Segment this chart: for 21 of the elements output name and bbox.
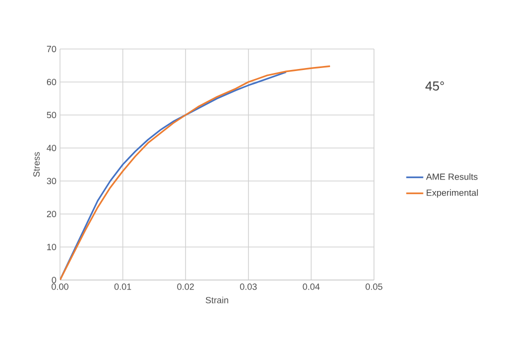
legend-label: Experimental (426, 189, 478, 198)
y-tick-label: 40 (46, 144, 56, 152)
x-tick-label: 0.04 (302, 284, 320, 290)
x-tick-label: 0.01 (114, 284, 132, 290)
line-series (60, 65, 331, 280)
y-tick-label: 10 (47, 244, 56, 250)
y-tick-label: 0 (52, 276, 56, 284)
x-axis-title: Strain (206, 296, 228, 304)
y-tick-label: 50 (46, 112, 56, 118)
x-tick-label: 0.03 (240, 284, 257, 290)
x-tick-label: 0.02 (177, 284, 194, 290)
y-tick-label: 30 (46, 178, 56, 184)
line-series (60, 71, 287, 280)
y-tick-label: 20 (46, 210, 56, 218)
text: 45° (425, 81, 444, 91)
legend-label: AME Results (426, 173, 478, 180)
y-tick-label: 60 (46, 78, 56, 86)
y-axis-title: Stress (33, 152, 40, 177)
x-tick-label: 0.00 (52, 284, 68, 290)
y-tick-label: 70 (46, 46, 56, 52)
x-tick-label: 0.05 (366, 284, 382, 290)
